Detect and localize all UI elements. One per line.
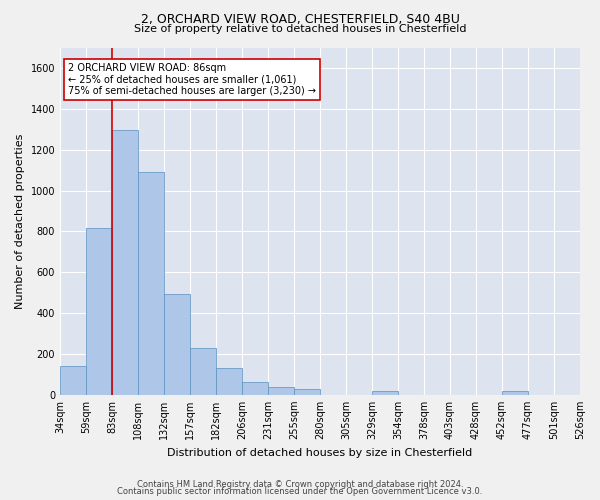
Bar xyxy=(294,389,320,395)
Bar xyxy=(86,228,112,395)
Bar xyxy=(372,391,398,395)
Bar xyxy=(242,382,268,395)
Bar xyxy=(268,386,294,395)
Bar xyxy=(502,391,528,395)
Text: 2 ORCHARD VIEW ROAD: 86sqm
← 25% of detached houses are smaller (1,061)
75% of s: 2 ORCHARD VIEW ROAD: 86sqm ← 25% of deta… xyxy=(68,63,316,96)
Text: Contains HM Land Registry data © Crown copyright and database right 2024.: Contains HM Land Registry data © Crown c… xyxy=(137,480,463,489)
Bar xyxy=(216,368,242,395)
Bar xyxy=(60,366,86,395)
Bar xyxy=(190,348,216,395)
Bar xyxy=(112,130,138,395)
Bar xyxy=(164,294,190,395)
Y-axis label: Number of detached properties: Number of detached properties xyxy=(15,134,25,309)
X-axis label: Distribution of detached houses by size in Chesterfield: Distribution of detached houses by size … xyxy=(167,448,473,458)
Text: Size of property relative to detached houses in Chesterfield: Size of property relative to detached ho… xyxy=(134,24,466,34)
Text: 2, ORCHARD VIEW ROAD, CHESTERFIELD, S40 4BU: 2, ORCHARD VIEW ROAD, CHESTERFIELD, S40 … xyxy=(140,12,460,26)
Text: Contains public sector information licensed under the Open Government Licence v3: Contains public sector information licen… xyxy=(118,487,482,496)
Bar xyxy=(138,172,164,395)
